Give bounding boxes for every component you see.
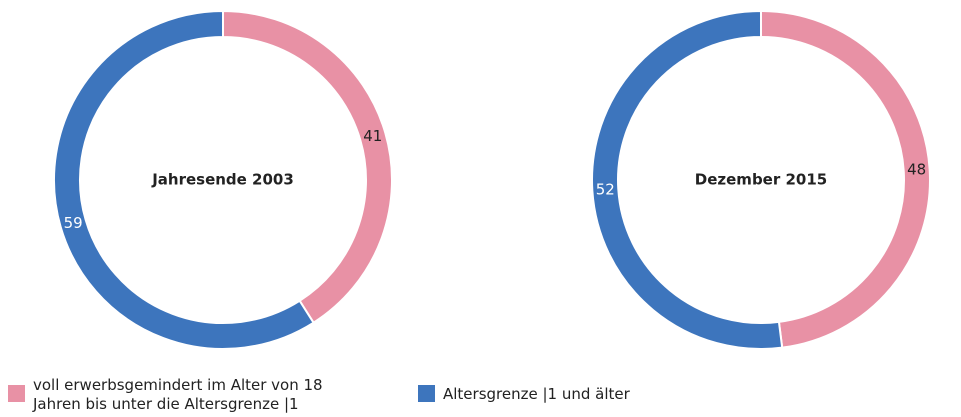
data-label: 59 — [64, 214, 83, 232]
charts: 41 59 Jahresende 2003 48 52 Dezember 2015 — [53, 9, 931, 350]
slice — [53, 9, 315, 350]
data-label: 48 — [907, 161, 926, 179]
legend-item: voll erwerbsgemindert im Alter von 18 Ja… — [8, 376, 338, 414]
slice — [222, 9, 393, 325]
legend-label: voll erwerbsgemindert im Alter von 18 Ja… — [33, 376, 323, 413]
data-label: 41 — [363, 127, 382, 145]
slice — [591, 9, 784, 350]
legend-item: Altersgrenze |1 und älter — [418, 376, 718, 404]
legend-swatch — [8, 385, 25, 402]
chart-title: Dezember 2015 — [695, 171, 827, 189]
legend-label: Altersgrenze |1 und älter — [443, 385, 630, 403]
data-label: 52 — [596, 180, 615, 198]
legend-swatch — [418, 385, 435, 402]
chart-title: Jahresende 2003 — [151, 171, 294, 189]
